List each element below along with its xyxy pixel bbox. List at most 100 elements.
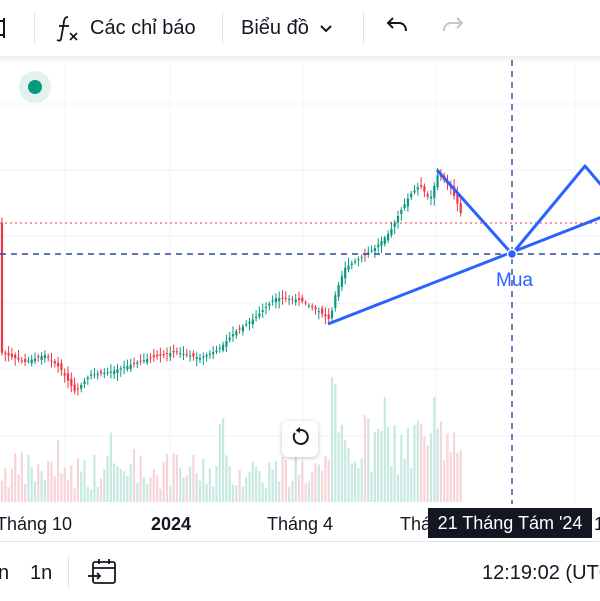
volume-bar (132, 449, 136, 502)
candle-body (337, 285, 340, 297)
clock-timezone[interactable]: 12:19:02 (UTC (482, 562, 600, 584)
volume-bar (4, 467, 7, 502)
candle-body (228, 337, 231, 340)
candle-body (132, 362, 136, 364)
volume-bar (271, 469, 274, 502)
price-chart[interactable] (0, 60, 600, 504)
candle-body (347, 265, 350, 270)
candle-body (212, 352, 215, 355)
candle-body (261, 310, 264, 312)
candle-body (30, 359, 33, 364)
volume-bar (156, 475, 159, 502)
volume-bar (433, 396, 436, 502)
volume-bar (307, 481, 310, 502)
candle-body (43, 355, 46, 359)
volume-bar (90, 489, 93, 502)
partial-toolbar-icon[interactable] (0, 16, 10, 40)
date-range-button[interactable] (88, 558, 118, 592)
range-button-1n[interactable]: 1n (30, 562, 53, 584)
volume-bar (17, 474, 20, 502)
volume-bar (301, 461, 304, 502)
volume-bar (423, 436, 426, 502)
volume-bar (27, 454, 30, 502)
volume-bar (383, 396, 386, 502)
volume-bar (274, 460, 277, 502)
volume-bar (453, 432, 456, 502)
volume-bar (377, 428, 380, 502)
volume-bar (116, 465, 119, 502)
volume-bar (317, 464, 320, 502)
candlestick-series (0, 167, 462, 396)
candle-body (73, 384, 76, 392)
volume-bar (225, 455, 228, 502)
volume-bar (281, 457, 284, 502)
candle-body (99, 371, 103, 374)
volume-bar (436, 428, 439, 502)
candle-body (330, 310, 334, 319)
indicators-button[interactable]: Các chỉ báo (54, 10, 196, 46)
chart-type-button[interactable]: Biểu đồ (241, 10, 333, 46)
candle-body (113, 370, 116, 375)
candle-body (152, 355, 155, 358)
volume-bar (268, 462, 271, 502)
calendar-goto-icon (88, 559, 118, 591)
candle-body (93, 374, 96, 376)
volume-bar (413, 424, 416, 502)
candle-body (106, 372, 109, 374)
volume-bar (354, 461, 357, 502)
candle-body (383, 237, 386, 244)
range-button-partial[interactable]: n (0, 562, 10, 584)
volume-bar (426, 445, 429, 502)
volume-bar (456, 452, 459, 502)
candle-body (311, 306, 314, 308)
volume-bar (70, 464, 73, 502)
candle-body (406, 198, 409, 207)
candle-body (169, 353, 172, 357)
candle-body (416, 187, 419, 190)
candle-body (436, 175, 439, 188)
candle-body (60, 363, 63, 371)
reset-icon (289, 426, 311, 453)
time-axis[interactable]: Tháng 10 2024 Tháng 4 Thá 1 (0, 504, 600, 540)
volume-bar (291, 480, 294, 502)
reset-chart-button[interactable] (282, 421, 318, 457)
toolbar-separator (363, 12, 364, 44)
volume-bar (228, 466, 231, 502)
buy-annotation[interactable]: Mua (496, 270, 533, 291)
candle-body (139, 360, 142, 362)
status-indicator[interactable] (19, 71, 51, 103)
volume-bar (66, 479, 70, 502)
candle-body (235, 331, 238, 336)
volume-bar (63, 467, 66, 502)
volume-bar (403, 459, 406, 502)
volume-bar (93, 454, 96, 502)
toolbar-separator (222, 12, 223, 44)
candle-body (109, 371, 112, 373)
candle-body (231, 334, 235, 337)
candle-body (360, 256, 363, 258)
candle-body (429, 196, 433, 199)
top-toolbar: Các chỉ báo Biểu đồ (0, 0, 600, 56)
candle-body (53, 360, 56, 364)
candle-body (264, 307, 268, 308)
candle-body (301, 297, 304, 302)
volume-bars (0, 377, 462, 502)
volume-bar (212, 486, 215, 502)
volume-bar (370, 471, 373, 502)
volume-bar (400, 434, 403, 502)
chevron-down-icon (319, 17, 333, 40)
candle-body (456, 193, 459, 204)
candle-body (33, 358, 37, 362)
candle-body (377, 244, 380, 248)
redo-button[interactable] (440, 10, 466, 46)
candle-body (142, 360, 145, 362)
volume-bar (420, 423, 423, 502)
status-dot-icon (28, 80, 42, 94)
volume-bar (96, 487, 99, 502)
candle-body (198, 358, 202, 360)
volume-bar (198, 480, 202, 502)
candle-body (185, 354, 188, 356)
volume-bar (218, 424, 221, 502)
undo-button[interactable] (384, 10, 410, 46)
candle-body (396, 216, 400, 223)
